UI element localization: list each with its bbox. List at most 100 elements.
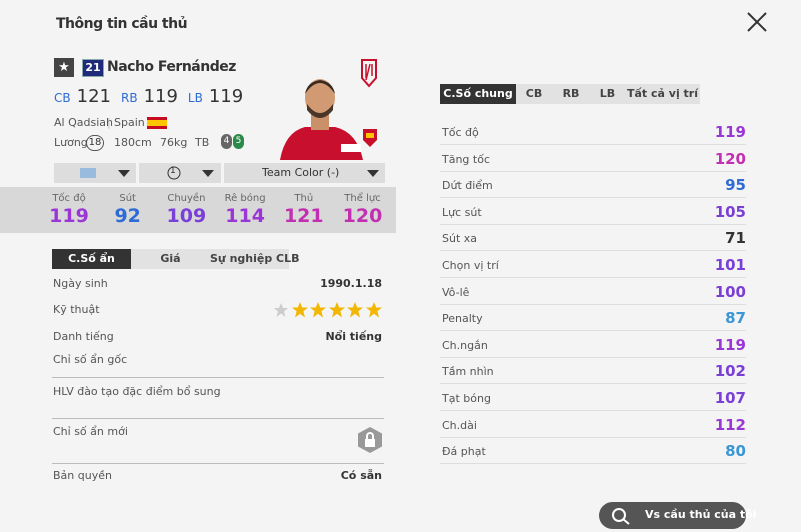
divider — [440, 383, 746, 385]
row-value: Có sẵn — [340, 469, 382, 482]
tab[interactable]: RB — [552, 84, 590, 104]
left-tabs: C.Số ẩn Giá Sự nghiệp CLB — [52, 249, 300, 269]
stat-label: Tăng tốc — [442, 152, 491, 166]
summary-label: Chuyền — [167, 193, 206, 204]
weak-foot: 4 — [221, 134, 232, 149]
stat-label: Vô-lê — [442, 285, 470, 299]
row-value: 1990.1.18 — [320, 277, 382, 290]
club-logo — [361, 59, 377, 88]
compare-button[interactable]: Vs cầu thủ của tôi — [599, 502, 756, 529]
stat-label: Ch.ngắn — [442, 338, 488, 352]
separator: | — [107, 116, 111, 129]
row-label: Ngày sinh — [53, 277, 108, 290]
card-style-selector[interactable] — [54, 163, 136, 183]
summary-value: 120 — [342, 205, 383, 227]
divider — [440, 356, 746, 358]
divider — [440, 330, 746, 332]
tab[interactable]: C.Số chung — [440, 84, 516, 104]
summary-value: 92 — [114, 205, 141, 227]
stat-label: Tạt bóng — [442, 392, 491, 405]
stat-value: 120 — [714, 149, 746, 168]
row-label: Bản quyền — [53, 469, 112, 482]
stat-label: Chọn vị trí — [442, 259, 499, 272]
divider — [440, 197, 746, 199]
stat-label: Penalty — [442, 312, 483, 326]
summary-label: Thủ — [294, 193, 314, 204]
tab[interactable]: Tất cả vị trí — [625, 84, 700, 104]
position: CB — [54, 91, 71, 105]
season-badge: 21 — [82, 59, 104, 77]
position: RB — [120, 91, 138, 105]
divider — [440, 436, 746, 438]
title: Thông tin cầu thủ — [56, 16, 188, 32]
divider — [440, 463, 746, 465]
stat-value: 102 — [714, 362, 746, 381]
summary-value: 119 — [49, 205, 89, 227]
position: LB — [187, 91, 203, 105]
star — [347, 302, 364, 318]
stat-value: 119 — [714, 123, 746, 141]
summary-label: Sút — [119, 193, 136, 204]
tab[interactable]: Giá — [131, 249, 210, 269]
star — [292, 302, 308, 318]
salary: 18 — [86, 135, 104, 151]
summary-label: Rê bóng — [224, 193, 266, 204]
star — [310, 302, 327, 318]
stat-label: Lực sút — [442, 205, 482, 219]
row-label: Chỉ số ẩn mới — [53, 425, 128, 438]
tab[interactable]: Sự nghiệp CLB — [210, 249, 300, 269]
stat-value: 87 — [725, 309, 746, 328]
compare-label: Vs cầu thủ của tôi — [645, 508, 757, 521]
summary-value: 114 — [225, 205, 265, 227]
tab[interactable]: LB — [590, 84, 625, 104]
stat-value: 95 — [725, 176, 746, 195]
nation: Spain — [114, 116, 145, 129]
divider — [440, 410, 746, 411]
tab[interactable]: CB — [516, 84, 552, 104]
divider — [440, 277, 746, 278]
summary-label: Thể lực — [344, 193, 381, 204]
stat-label: Đá phạt — [442, 445, 486, 459]
stat-value: 107 — [714, 389, 746, 407]
star — [328, 302, 345, 318]
divider — [440, 223, 746, 225]
stat-label: Dứt điểm — [442, 179, 493, 193]
stat-value: 80 — [725, 442, 746, 461]
skill-moves: 5 — [233, 134, 244, 149]
row-label: HLV đào tạo đặc điểm bổ sung — [53, 385, 221, 398]
empty-star — [274, 303, 288, 317]
stat-label: Sút xa — [442, 232, 478, 246]
salary-label: Lương — [54, 136, 88, 149]
stat-label: Tầm nhìn — [442, 365, 494, 379]
stat-value: 100 — [714, 282, 746, 301]
tab[interactable]: C.Số ẩn — [52, 249, 131, 269]
stat-value: 105 — [714, 202, 746, 221]
stat-label: Tốc độ — [442, 126, 479, 139]
level: 1 — [170, 166, 176, 176]
star — [365, 302, 382, 318]
stat-label: Ch.dài — [442, 418, 477, 432]
divider — [52, 463, 384, 464]
body-type: TB — [195, 136, 210, 149]
team-color-selector[interactable]: Team Color (-) — [224, 163, 385, 183]
row-label: Chỉ số ẩn gốc — [53, 353, 128, 366]
divider — [52, 418, 384, 419]
summary-value: 121 — [283, 205, 324, 227]
height: 180cm — [114, 136, 152, 149]
close-button[interactable] — [746, 11, 768, 33]
summary-value: 109 — [166, 205, 207, 227]
stat-value: 101 — [714, 256, 746, 274]
divider — [52, 377, 384, 378]
player-name: Nacho Fernández — [107, 59, 236, 75]
divider — [440, 144, 746, 145]
position-ratings: CB 121 RB 119 LB 119 — [54, 86, 247, 107]
level-selector[interactable]: 1 — [139, 163, 221, 183]
row-value: Nổi tiếng — [325, 330, 382, 343]
player-photo — [280, 79, 363, 160]
lock-icon — [358, 427, 382, 453]
flag — [147, 117, 167, 129]
divider — [440, 170, 746, 172]
divider — [440, 303, 746, 305]
position-rating: 119 — [208, 86, 244, 107]
